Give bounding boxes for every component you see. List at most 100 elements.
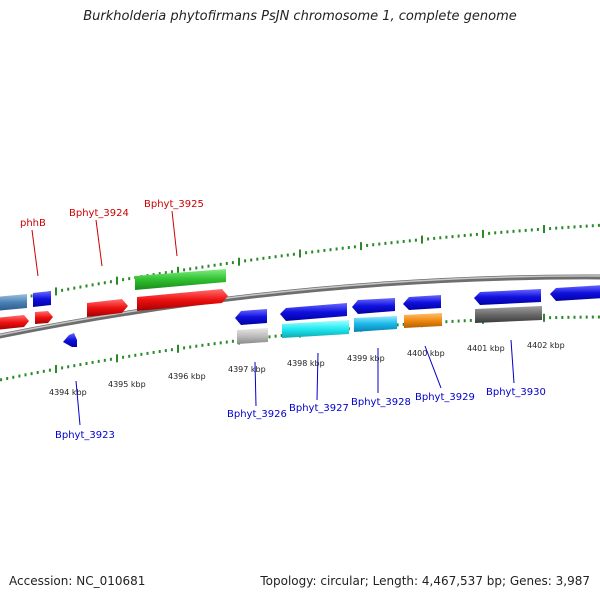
minor-tick [183,268,186,272]
gene-feature[interactable] [87,299,128,317]
minor-tick [128,354,131,358]
minor-tick [335,247,338,251]
minor-tick [189,267,192,271]
minor-tick [317,249,320,253]
major-tick [543,313,545,322]
minor-tick [402,239,405,243]
major-tick [360,242,362,251]
minor-tick [207,342,210,346]
minor-tick [402,322,405,326]
gene-feature[interactable] [474,289,541,305]
minor-tick [433,236,436,240]
gene-feature[interactable] [280,303,347,321]
minor-tick [555,316,558,320]
gene-label-bphyt-3929[interactable]: Bphyt_3929 [415,392,475,403]
minor-tick [530,228,533,232]
gene-feature[interactable] [35,311,53,324]
minor-tick [549,316,552,320]
minor-tick [555,226,558,230]
gene-label-bphyt-3930[interactable]: Bphyt_3930 [486,387,546,398]
gene-feature[interactable] [354,316,397,332]
minor-tick [67,287,70,291]
minor-tick [579,225,582,229]
minor-tick [48,368,51,372]
gene-feature[interactable] [137,289,228,311]
gene-feature[interactable] [0,315,29,330]
minor-tick [91,283,94,287]
gene-label-bphyt-3927[interactable]: Bphyt_3927 [289,403,349,414]
minor-tick [494,231,497,235]
gene-feature[interactable] [550,285,600,301]
minor-tick [463,234,466,238]
minor-tick [30,372,33,376]
minor-tick [469,318,472,322]
minor-tick [341,246,344,250]
minor-tick [97,359,100,363]
gene-feature[interactable] [475,306,542,323]
major-tick [482,229,484,238]
gene-feature[interactable] [135,269,226,290]
major-tick [177,266,179,275]
gene-feature[interactable] [237,328,268,344]
minor-tick [231,339,234,343]
minor-tick [195,266,198,270]
gene-label-phhb[interactable]: phhB [20,218,46,229]
minor-tick [451,319,454,323]
gene-feature[interactable] [33,291,51,307]
minor-tick [390,241,393,245]
gene-feature[interactable] [235,309,267,325]
minor-tick [268,335,271,339]
minor-tick [573,225,576,229]
gene-feature[interactable] [403,295,441,310]
gene-feature[interactable] [0,294,27,311]
minor-tick [164,349,167,353]
minor-tick [567,315,570,319]
scale-label: 4398 kbp [287,359,325,368]
scale-label: 4401 kbp [467,344,505,353]
minor-tick [567,225,570,229]
gene-feature[interactable] [63,333,77,347]
major-tick [116,276,118,285]
minor-tick [396,240,399,244]
minor-tick [384,241,387,245]
minor-tick [42,369,45,373]
minor-tick [18,374,21,378]
minor-tick [305,251,308,255]
minor-tick [323,248,326,252]
minor-tick [109,357,112,361]
chromosome-backbone [0,274,600,339]
gene-label-bphyt-3925[interactable]: Bphyt_3925 [144,199,204,210]
minor-tick [451,235,454,239]
gene-feature[interactable] [352,298,395,314]
gene-label-bphyt-3928[interactable]: Bphyt_3928 [351,397,411,408]
gene-label-bphyt-3923[interactable]: Bphyt_3923 [55,430,115,441]
minor-tick [347,246,350,250]
gene-feature[interactable] [404,313,442,328]
minor-tick [524,228,527,232]
minor-tick [366,243,369,247]
minor-tick [372,243,375,247]
minor-tick [536,227,539,231]
minor-tick [219,262,222,266]
minor-tick [195,344,198,348]
minor-tick [103,358,106,362]
minor-tick [134,353,137,357]
gene-label-bphyt-3926[interactable]: Bphyt_3926 [227,409,287,420]
minor-tick [457,319,460,323]
minor-tick [488,231,491,235]
gene-label-bphyt-3924[interactable]: Bphyt_3924 [69,208,129,219]
gene-feature[interactable] [282,320,349,338]
minor-tick [85,284,88,288]
minor-tick [244,259,247,263]
minor-tick [506,230,509,234]
minor-tick [463,319,466,323]
minor-tick [469,233,472,237]
major-tick [421,235,423,244]
scale-label: 4399 kbp [347,354,385,363]
minor-tick [85,361,88,365]
minor-tick [457,234,460,238]
minor-tick [597,315,600,319]
minor-tick [6,377,9,381]
minor-tick [329,248,332,252]
